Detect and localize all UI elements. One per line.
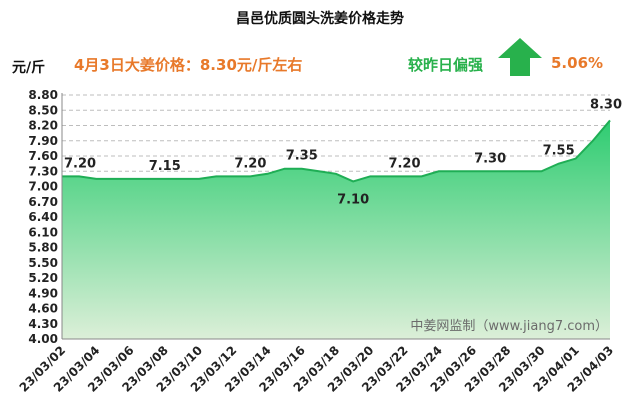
y-tick-label: 5.20 <box>28 271 58 285</box>
y-tick-label: 4.00 <box>28 332 58 346</box>
data-label: 7.35 <box>286 149 318 164</box>
axes <box>61 93 610 340</box>
y-tick-label: 7.00 <box>28 180 58 194</box>
y-tick-label: 4.30 <box>28 317 58 331</box>
data-label: 7.20 <box>234 156 266 171</box>
y-tick-label: 5.80 <box>28 241 58 255</box>
y-tick-label: 8.80 <box>28 88 58 102</box>
data-label: 7.20 <box>388 156 420 171</box>
y-tick-label: 8.50 <box>28 103 58 117</box>
y-tick-labels: 4.004.304.60 4.905.205.505.80 6.106.406.70… <box>28 88 58 346</box>
y-tick-label: 7.30 <box>28 164 58 178</box>
up-arrow-icon <box>498 38 542 76</box>
data-label: 7.10 <box>337 192 369 207</box>
y-tick-label: 4.60 <box>28 302 58 316</box>
data-label: 7.30 <box>474 151 506 166</box>
y-tick-label: 6.40 <box>28 210 58 224</box>
data-label: 8.30 <box>590 97 622 112</box>
compare-label: 较昨日偏强 <box>408 56 484 74</box>
x-tick-labels: 23/03/0223/03/0423/03/0623/03/0823/03/10… <box>17 343 617 395</box>
y-tick-label: 4.90 <box>28 286 58 300</box>
series-line <box>62 119 611 183</box>
data-labels: 7.20 7.15 7.20 7.35 7.10 7.20 7.30 7.55 8.30 <box>64 97 622 207</box>
y-tick-label: 7.90 <box>28 134 58 148</box>
area-fill <box>62 120 610 339</box>
y-tick-label: 7.60 <box>28 149 58 163</box>
chart-title: 昌邑优质圆头洗姜价格走势 <box>236 11 404 27</box>
data-label: 7.20 <box>64 156 96 171</box>
data-label: 7.55 <box>543 144 575 159</box>
area-series <box>62 119 611 339</box>
y-axis-unit: 元/斤 <box>12 60 46 76</box>
y-tick-label: 6.70 <box>28 195 58 209</box>
watermark: 中姜网监制（www.jiang7.com） <box>410 319 608 334</box>
y-tick-label: 8.20 <box>28 119 58 133</box>
price-info: 4月3日大姜价格：8.30元/斤左右 <box>74 56 303 74</box>
compare-value: 5.06% <box>551 54 604 72</box>
y-tick-label: 5.50 <box>28 256 58 270</box>
y-tick-label: 6.10 <box>28 225 58 239</box>
data-label: 7.15 <box>149 159 181 174</box>
